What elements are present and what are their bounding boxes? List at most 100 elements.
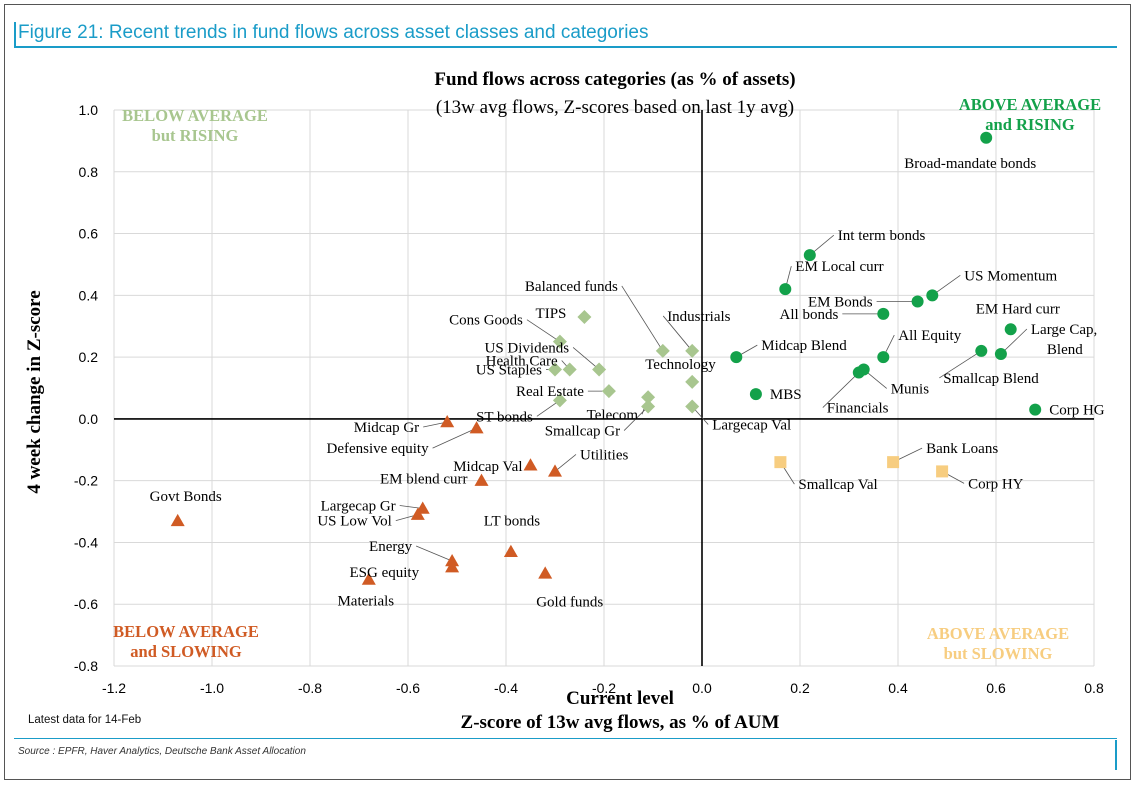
label-cons-goods: Cons Goods — [449, 313, 523, 329]
tick-labels: -1.2 -1.0 -0.8 -0.6 -0.4 -0.2 0.0 0.2 0.4 0.6 0.8 1… — [74, 102, 1104, 696]
y-tick-label: -0.4 — [74, 534, 98, 550]
point-energy — [445, 553, 460, 567]
title-rule-cap — [14, 22, 16, 46]
leader-defensive-equity — [432, 427, 477, 449]
quadrant-label-below-slowing: and SLOWING — [130, 642, 242, 661]
label-us-staples: US Staples — [476, 362, 542, 378]
label-smallcap-blend: Smallcap Blend — [943, 371, 1039, 387]
label-midcap-gr: Midcap Gr — [354, 420, 419, 436]
x-tick-label: 0.2 — [790, 680, 810, 696]
point-real-estate — [601, 384, 616, 399]
label-all-bonds: All bonds — [780, 307, 839, 323]
label-industrials: Industrials — [667, 309, 730, 325]
label-largecap-gr: Largecap Gr — [321, 498, 396, 514]
label-telecom: Telecom — [587, 407, 639, 423]
x-tick-label: -0.6 — [396, 680, 420, 696]
label-technology: Technology — [645, 357, 716, 373]
point-em-blend-curr — [474, 473, 489, 486]
title-rule — [14, 46, 1117, 48]
label-health-care: Health Care — [486, 353, 558, 369]
quadrant-label-below-rising: but RISING — [152, 126, 239, 145]
point-midcap-gr — [440, 414, 455, 428]
label-gold-funds: Gold funds — [536, 594, 603, 610]
point-us-low-vol — [410, 507, 425, 520]
label-us-momentum: US Momentum — [964, 268, 1057, 284]
x-tick-label: -0.2 — [592, 680, 616, 696]
y-tick-label: 0.0 — [79, 411, 99, 427]
label-us-low-vol: US Low Vol — [317, 514, 391, 530]
point-em-bonds — [911, 295, 924, 308]
label-esg-equity: ESG equity — [350, 565, 420, 581]
y-tick-label: 0.4 — [79, 287, 99, 303]
x-tick-label: 0.8 — [1084, 680, 1104, 696]
x-tick-label: 0.6 — [986, 680, 1006, 696]
quadrant-label-above-slowing: ABOVE AVERAGE — [927, 624, 1069, 643]
x-tick-label: -1.0 — [200, 680, 224, 696]
label-lt-bonds: LT bonds — [484, 514, 540, 530]
quadrant-label-below-rising: BELOW AVERAGE — [122, 106, 268, 125]
point-defensive-equity — [469, 421, 484, 434]
label-all-equity: All Equity — [898, 328, 961, 344]
point-smallcap-val — [774, 456, 787, 469]
point-financials — [852, 366, 865, 379]
y-tick-label: 0.2 — [79, 349, 99, 365]
point-labels: Broad-mandate bonds Int term bonds EM Loca… — [150, 156, 1105, 611]
quadrant-label-above-rising: ABOVE AVERAGE — [959, 95, 1101, 114]
label-real-estate: Real Estate — [516, 384, 584, 400]
point-utilities — [548, 464, 562, 477]
point-technology — [685, 374, 700, 389]
label-em-hard-curr: EM Hard curr — [976, 301, 1060, 317]
x-tick-label: -0.4 — [494, 680, 518, 696]
grid-lines — [113, 109, 1095, 667]
label-mbs: MBS — [770, 387, 802, 403]
quadrant-label-above-rising: and RISING — [985, 115, 1075, 134]
point-tips — [577, 309, 592, 324]
leader-us-dividends — [572, 347, 600, 370]
point-health-care — [562, 362, 577, 377]
label-energy: Energy — [369, 539, 413, 555]
point-midcap-val — [523, 458, 538, 471]
label-smallcap-val: Smallcap Val — [798, 477, 877, 493]
footer-rule-cap — [1115, 740, 1117, 770]
label-corp-hg: Corp HG — [1049, 403, 1105, 419]
chart-subtitle: (13w avg flows, Z-scores based on last 1… — [436, 97, 794, 118]
data-date-note: Latest data for 14-Feb — [28, 714, 142, 726]
point-all-bonds — [877, 307, 890, 320]
label-bank-loans: Bank Loans — [926, 441, 998, 457]
point-lt-bonds — [503, 544, 518, 557]
leader-smallcap-blend — [939, 350, 982, 379]
label-govt-bonds: Govt Bonds — [150, 489, 222, 505]
y-tick-label: 0.6 — [79, 226, 99, 242]
y-tick-label: -0.6 — [74, 596, 98, 612]
data-points — [170, 131, 1042, 585]
x-tick-label: -0.8 — [298, 680, 322, 696]
label-utilities: Utilities — [580, 447, 628, 463]
x-tick-label: -1.2 — [102, 680, 126, 696]
point-cons-goods — [552, 334, 567, 349]
point-gold-funds — [538, 566, 553, 579]
label-munis: Munis — [891, 381, 930, 397]
label-midcap-val: Midcap Val — [453, 459, 522, 475]
label-defensive-equity: Defensive equity — [327, 441, 430, 457]
point-midcap-blend — [730, 351, 743, 364]
point-corp-hy — [936, 465, 949, 478]
figure-frame — [4, 4, 1131, 780]
label-em-bonds: EM Bonds — [808, 295, 873, 311]
point-esg-equity — [445, 560, 460, 573]
axes — [114, 110, 1094, 666]
label-broad-mandate-bonds: Broad-mandate bonds — [904, 156, 1036, 172]
label-int-term-bonds: Int term bonds — [838, 228, 926, 244]
point-st-bonds — [552, 393, 567, 408]
label-us-dividends: US Dividends — [485, 340, 570, 356]
label-balanced-funds: Balanced funds — [525, 279, 618, 295]
label-financials: Financials — [827, 401, 889, 417]
quadrant-label-above-slowing: but SLOWING — [944, 644, 1053, 663]
label-em-local-curr: EM Local curr — [795, 259, 883, 275]
leader-large-cap-blend — [1000, 328, 1028, 355]
point-materials — [361, 572, 376, 585]
point-balanced-funds — [655, 343, 670, 358]
leader-balanced-funds — [621, 285, 664, 352]
x-axis-label-line2: Z-score of 13w avg flows, as % of AUM — [461, 712, 780, 733]
y-tick-label: 1.0 — [79, 102, 99, 118]
